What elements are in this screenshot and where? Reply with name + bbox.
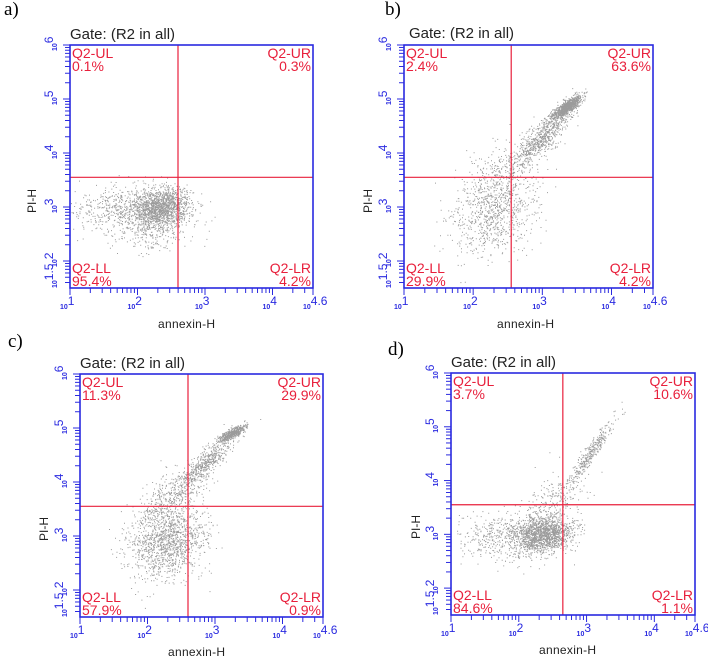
quadrant-lr-name: Q2-LR (652, 587, 693, 603)
y-tick-label: 106 (52, 365, 69, 380)
panel-c-gate-title: Gate: (R2 in all) (80, 355, 186, 372)
x-tick-label: 102 (509, 621, 524, 638)
quadrant-lr-name: Q2-LR (280, 589, 321, 605)
panel-a-plot: 101 102 103 104 104.6101.5102103104105106Q2-… (42, 36, 328, 311)
y-tick-label: 103 (52, 527, 69, 542)
quadrant-ur-name: Q2-UR (277, 374, 321, 390)
quadrant-ll-name: Q2-LL (453, 587, 492, 603)
y-tick-label: 104 (423, 472, 440, 487)
scatter-points (457, 401, 626, 575)
quadrant-lr-percent: 1.1% (661, 600, 693, 616)
y-tick-label: 106 (42, 36, 59, 51)
quadrant-ll-percent: 57.9% (82, 602, 122, 618)
quadrant-ur-name: Q2-UR (649, 373, 693, 389)
y-tick-label: 101.5 (42, 263, 59, 288)
panel-b-gate-title: Gate: (R2 in all) (409, 25, 515, 42)
axis-ticks (397, 44, 654, 295)
plot-frame (79, 373, 324, 618)
plot-frame (403, 44, 654, 289)
y-tick-label: 105 (42, 90, 59, 105)
quadrant-ul-name: Q2-UL (406, 45, 447, 61)
panel-a-gate-title: Gate: (R2 in all) (70, 26, 176, 43)
panel-c-plot: 101 102 103 104 104.6101.5102103104105106Q2-… (52, 365, 338, 640)
y-tick-label: 103 (42, 198, 59, 213)
quadrant-lr-name: Q2-LR (610, 260, 651, 276)
axis-ticks (444, 372, 696, 622)
quadrant-ul-percent: 3.7% (453, 386, 485, 402)
quadrant-ul-name: Q2-UL (453, 373, 494, 389)
x-tick-label: 101 (70, 623, 85, 640)
quadrant-ul-percent: 2.4% (406, 58, 438, 74)
y-tick-label: 105 (52, 419, 69, 434)
quadrant-lr-name: Q2-LR (270, 260, 311, 276)
y-tick-label: 105 (376, 90, 393, 105)
axis-ticks (63, 44, 314, 295)
quadrant-ll-percent: 95.4% (72, 273, 112, 289)
quadrant-ll-name: Q2-LL (72, 260, 111, 276)
x-tick-label: 104.6 (303, 294, 328, 311)
y-tick-label: 106 (376, 36, 393, 51)
panel-d-plot: 101 102 103 104 104.6101.5102103104105106Q2-… (423, 364, 708, 638)
quadrant-ur-percent: 63.6% (611, 58, 651, 74)
y-tick-label: 104 (376, 144, 393, 159)
x-tick-label: 101 (60, 294, 75, 311)
panel-b-letter: b) (385, 0, 401, 20)
x-tick-label: 104.6 (313, 623, 338, 640)
plot-frame (450, 372, 696, 616)
x-tick-label: 101 (441, 621, 456, 638)
scatter-points (109, 419, 262, 609)
x-tick-label: 104 (644, 621, 659, 638)
quadrant-ul-name: Q2-UL (72, 45, 113, 61)
x-tick-label: 101 (394, 294, 409, 311)
quadrant-ll-name: Q2-LL (406, 260, 445, 276)
panel-a-xlabel: annexin-H (158, 317, 216, 331)
quadrant-ul-percent: 0.1% (72, 58, 104, 74)
axis-ticks (73, 373, 324, 624)
quadrant-lr-percent: 4.2% (619, 273, 651, 289)
x-tick-label: 103 (195, 294, 210, 311)
quadrant-ll-name: Q2-LL (82, 589, 121, 605)
quadrant-ur-name: Q2-UR (267, 45, 311, 61)
quadrant-ur-percent: 0.3% (279, 58, 311, 74)
x-tick-label: 104.6 (685, 621, 708, 638)
y-tick-label: 103 (423, 526, 440, 541)
x-tick-label: 103 (205, 623, 220, 640)
quadrant-ll-percent: 84.6% (453, 600, 493, 616)
panel-d-xlabel: annexin-H (539, 643, 597, 657)
panel-a-letter: a) (4, 0, 19, 20)
panel-d-letter: d) (388, 339, 404, 360)
quadrant-ur-name: Q2-UR (607, 45, 651, 61)
panel-b-plot: 101 102 103 104 104.6101.5102103104105106Q2-… (376, 36, 668, 311)
scatter-points (434, 88, 588, 284)
x-tick-label: 103 (532, 294, 547, 311)
x-tick-label: 102 (128, 294, 143, 311)
panel-b-xlabel: annexin-H (497, 317, 555, 331)
quadrant-ll-percent: 29.9% (406, 273, 446, 289)
y-tick-label: 104 (42, 144, 59, 159)
quadrant-ul-name: Q2-UL (82, 374, 123, 390)
x-tick-label: 104 (263, 294, 278, 311)
x-tick-label: 104 (273, 623, 288, 640)
x-tick-label: 104.6 (643, 294, 668, 311)
panel-c-letter: c) (8, 331, 23, 352)
y-tick-label: 104 (52, 473, 69, 488)
x-tick-label: 104 (602, 294, 617, 311)
quadrant-lr-percent: 0.9% (289, 602, 321, 618)
x-tick-label: 102 (463, 294, 478, 311)
x-tick-label: 102 (138, 623, 153, 640)
y-tick-label: 106 (423, 364, 440, 379)
y-tick-label: 103 (376, 198, 393, 213)
quadrant-lr-percent: 4.2% (279, 273, 311, 289)
quadrant-ul-percent: 11.3% (82, 387, 121, 403)
plot-frame (69, 44, 314, 289)
y-tick-label: 105 (423, 418, 440, 433)
panel-d-gate-title: Gate: (R2 in all) (451, 354, 557, 371)
scatter-points (71, 175, 216, 266)
x-tick-label: 103 (577, 621, 592, 638)
quadrant-ur-percent: 29.9% (281, 387, 321, 403)
panel-c-xlabel: annexin-H (168, 645, 226, 659)
quadrant-ur-percent: 10.6% (653, 386, 693, 402)
